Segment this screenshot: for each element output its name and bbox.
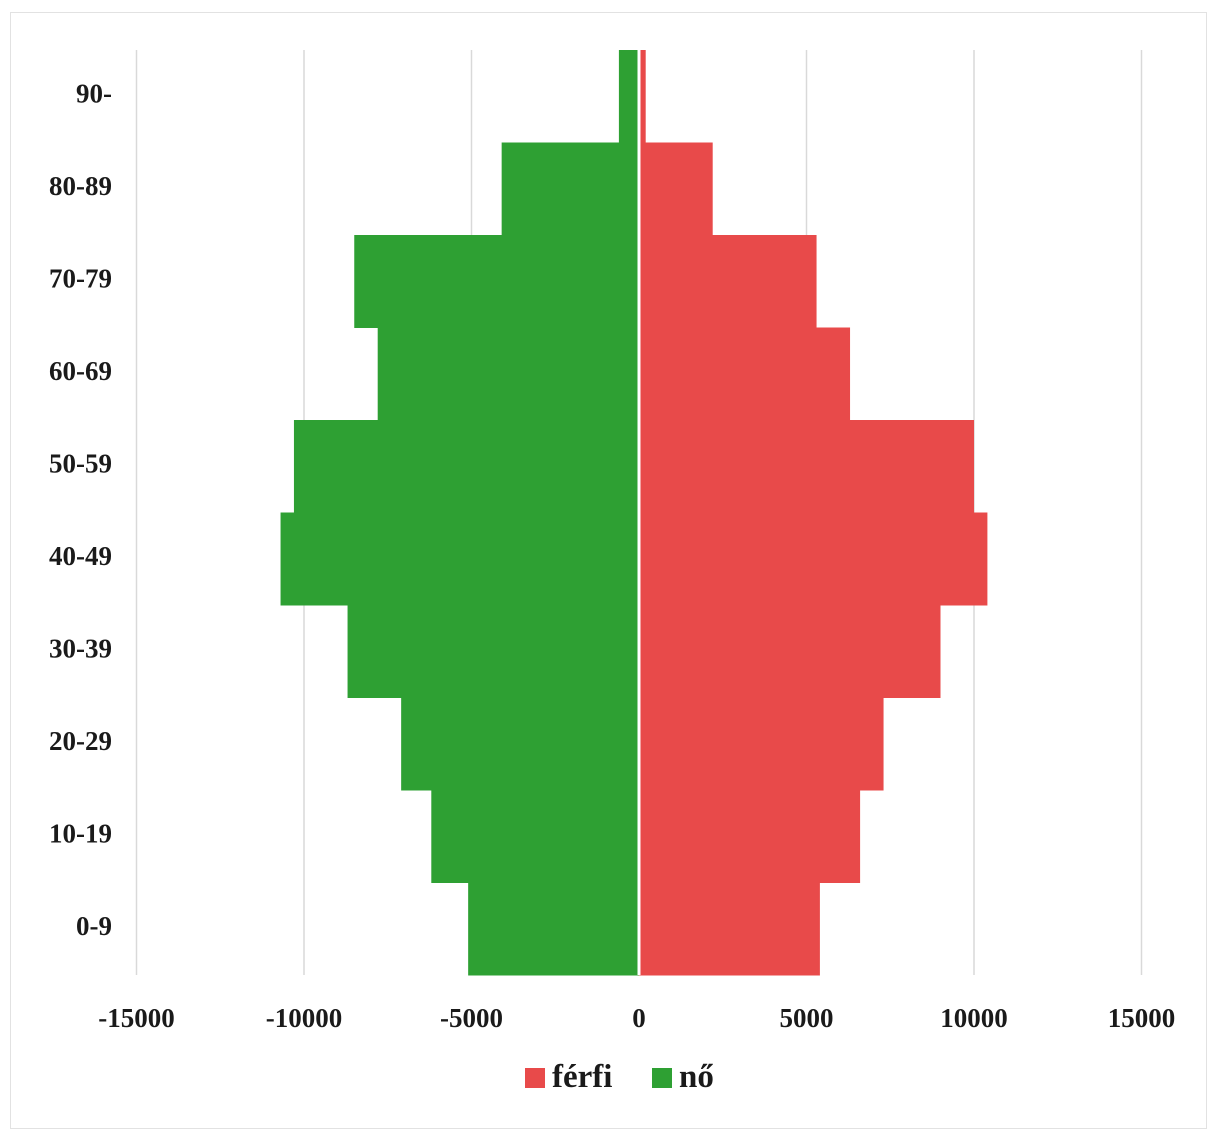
legend-item-1: nő [652,1059,714,1095]
legend-swatch [652,1068,672,1088]
bars [280,50,988,976]
bar-left-80-89 [501,142,639,236]
y-tick-label: 50-59 [49,448,112,478]
bar-right-70-79 [639,235,817,328]
y-axis-labels: 0-9 10-19 20-29 30-39 40-49 50-59 60-69 70-79 80… [49,78,112,941]
x-tick-label: 5000 [780,1003,834,1033]
y-tick-label: 80-89 [49,171,112,201]
y-tick-label: 70-79 [49,263,112,293]
x-tick-label: 10000 [940,1003,1008,1033]
bar-left-30-39 [347,605,639,698]
x-tick-label: -15000 [98,1003,175,1033]
bar-right-0-9 [639,882,820,976]
y-tick-label: 10-19 [49,818,112,848]
legend: férfi nő [525,1059,714,1095]
bar-left-60-69 [377,327,639,421]
x-tick-label: 0 [632,1003,646,1033]
y-tick-label: 20-29 [49,726,112,756]
legend-label: nő [679,1059,714,1095]
y-tick-label: 90- [76,78,112,108]
bar-left-90- [618,50,639,143]
bar-right-80-89 [639,142,713,236]
bar-left-10-19 [431,790,639,883]
x-tick-label: 15000 [1108,1003,1176,1033]
bar-right-30-39 [639,605,941,698]
legend-swatch [525,1068,545,1088]
y-tick-label: 0-9 [76,911,112,941]
bar-right-10-19 [639,790,861,883]
x-tick-label: -5000 [440,1003,503,1033]
bar-right-50-59 [639,420,974,513]
y-tick-label: 60-69 [49,356,112,386]
bar-left-0-9 [468,882,639,976]
bar-right-90- [639,50,646,143]
x-tick-label: -10000 [266,1003,343,1033]
y-tick-label: 40-49 [49,541,112,571]
bar-left-20-29 [401,697,639,791]
bar-left-50-59 [293,420,639,513]
y-tick-label: 30-39 [49,633,112,663]
bar-right-20-29 [639,697,884,791]
bar-right-40-49 [639,512,988,606]
legend-label: férfi [552,1059,612,1095]
legend-item-0: férfi [525,1059,612,1095]
x-axis-labels: -15000 -10000 -5000 0 5000 10000 15000 [98,1003,1175,1033]
bar-right-60-69 [639,327,851,421]
bar-left-70-79 [354,235,639,328]
bar-left-40-49 [280,512,639,606]
